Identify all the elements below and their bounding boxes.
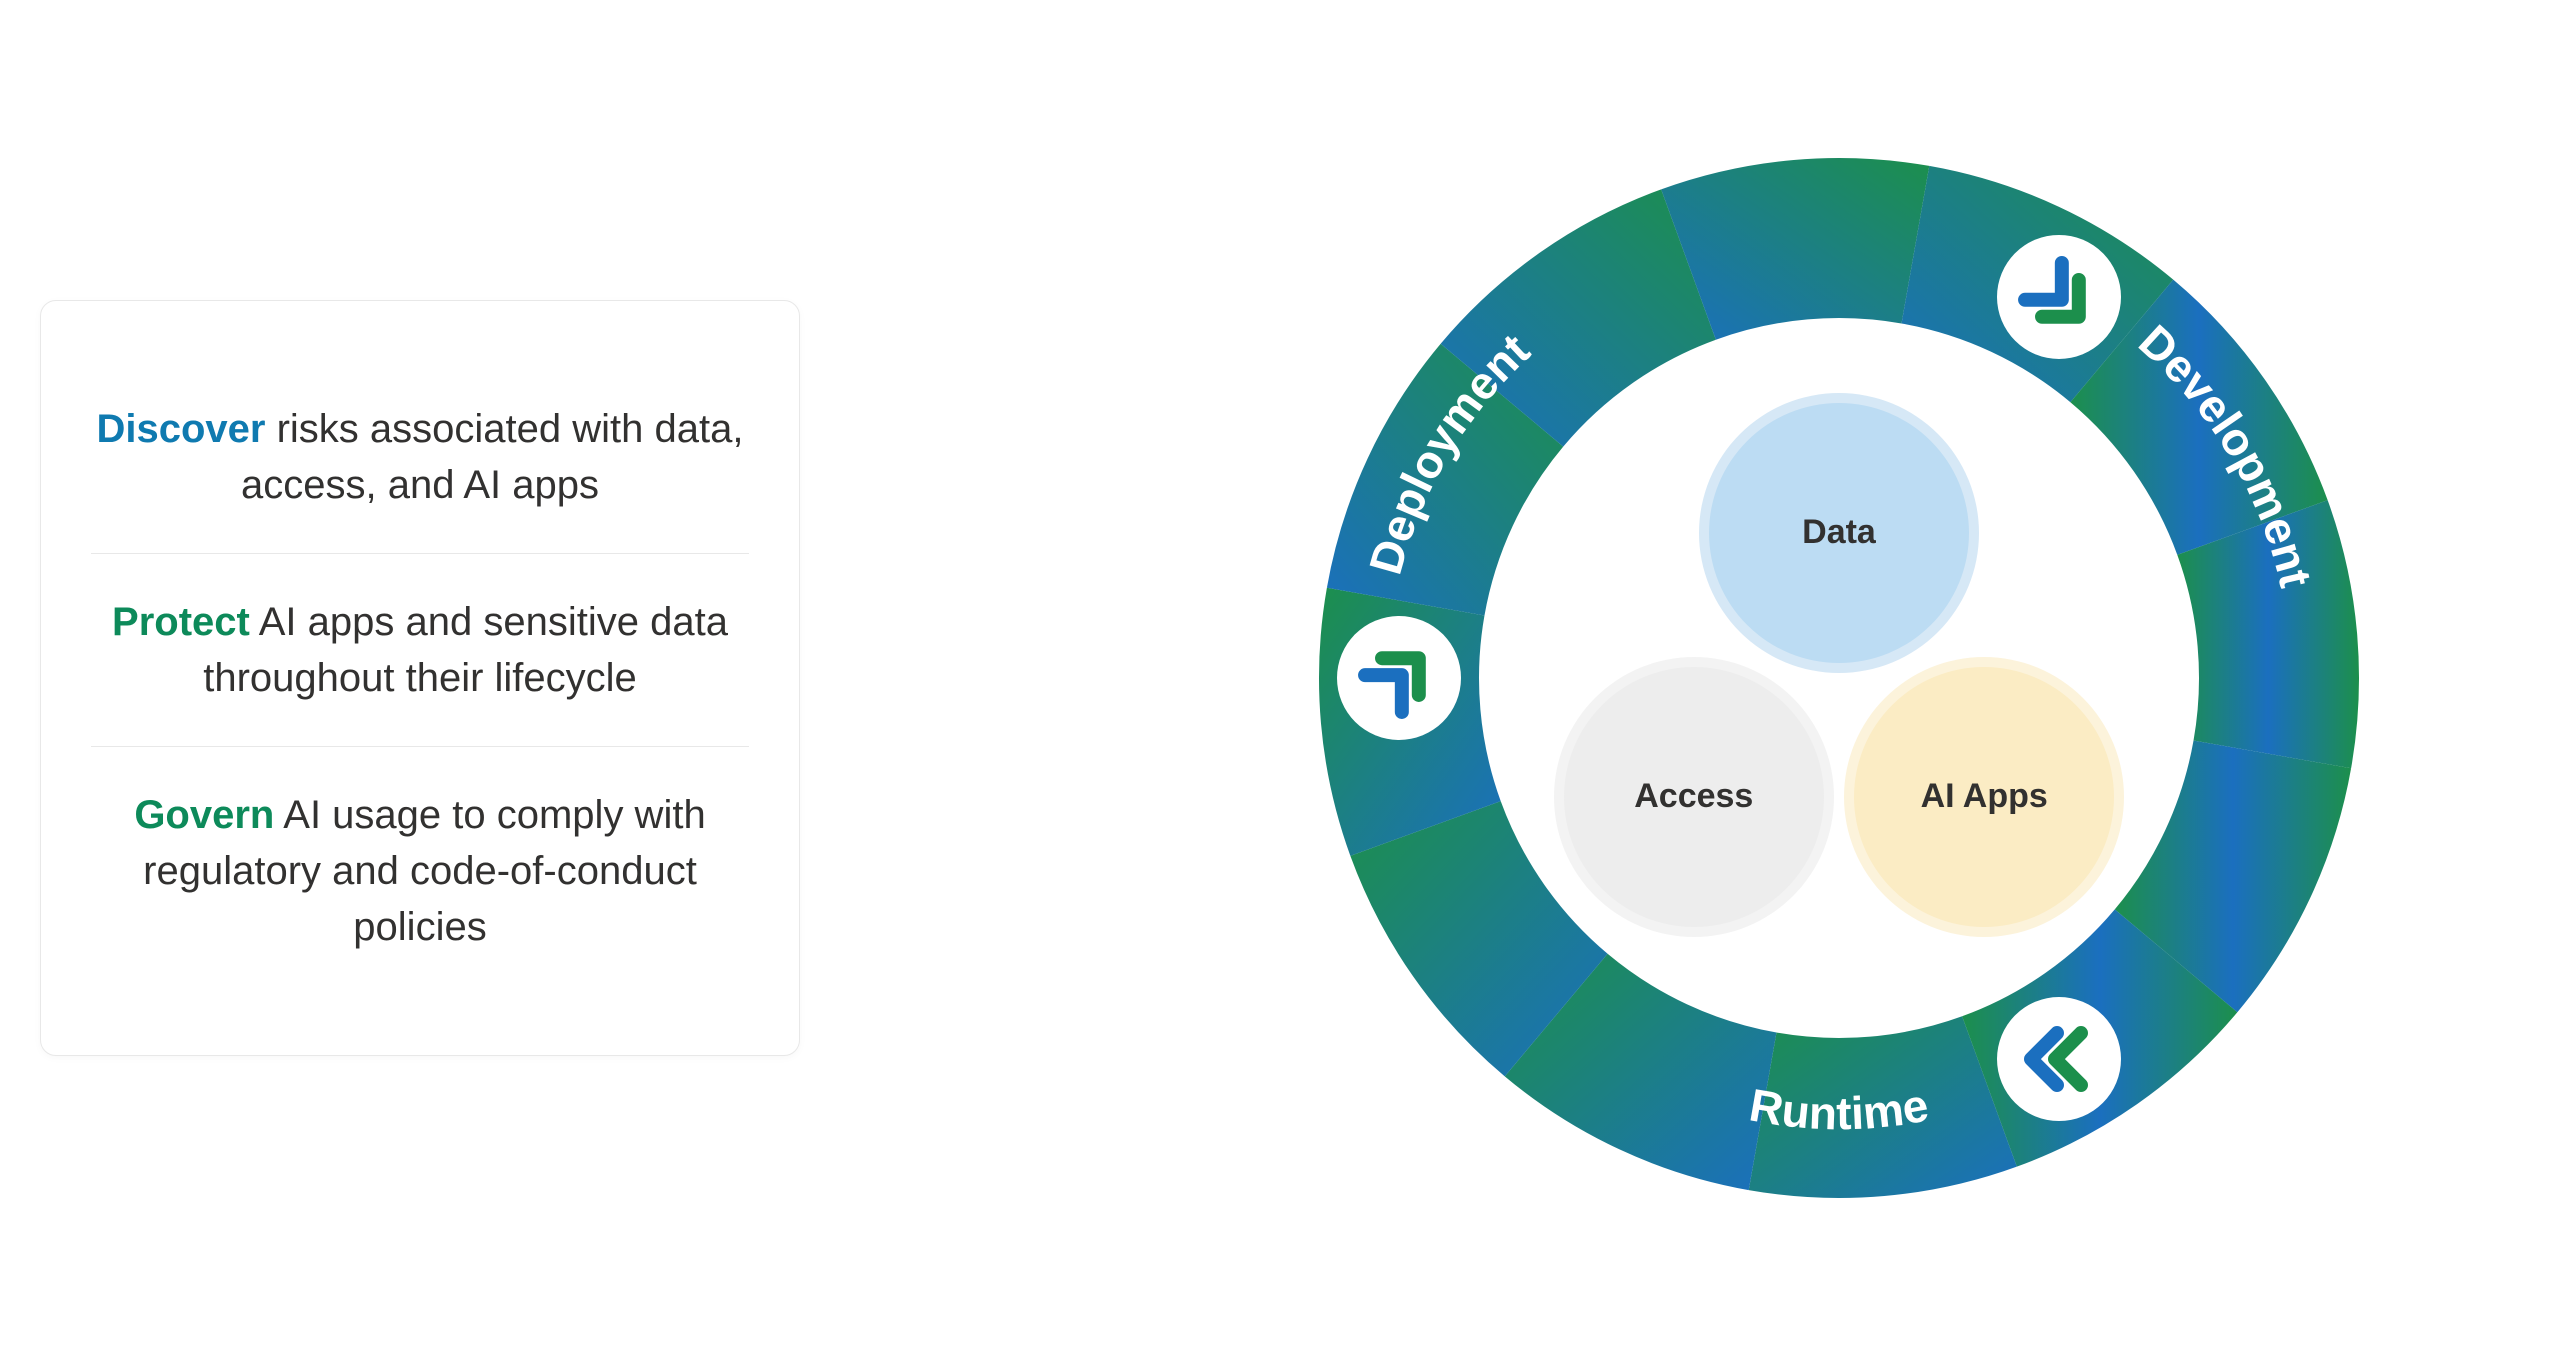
chevron-badge-2	[1997, 235, 2121, 359]
keyword-govern: Govern	[134, 793, 274, 837]
text-protect-rest: AI apps and sensitive data throughout th…	[203, 600, 728, 700]
keyword-discover: Discover	[97, 407, 266, 451]
text-panel: Discover risks associated with data, acc…	[40, 300, 800, 1056]
inner-circle-ai-apps: AI Apps	[1854, 667, 2114, 927]
keyword-protect: Protect	[112, 600, 250, 644]
lifecycle-diagram: Deployment Development Runtime DataAcces…	[1239, 78, 2439, 1278]
text-item-govern: Govern AI usage to comply with regulator…	[91, 746, 749, 995]
text-item-discover: Discover risks associated with data, acc…	[91, 361, 749, 553]
text-discover-rest: risks associated with data, access, and …	[241, 407, 744, 507]
ring-label-runtime: Runtime	[1746, 1078, 1932, 1139]
inner-circle-access: Access	[1564, 667, 1824, 927]
inner-circles-group: DataAccessAI Apps	[1509, 348, 2169, 1008]
chevron-badge-1	[1997, 997, 2121, 1121]
inner-circle-data: Data	[1709, 403, 1969, 663]
infographic-container: Discover risks associated with data, acc…	[0, 0, 2559, 1356]
chevron-badge-0	[1337, 616, 1461, 740]
text-item-protect: Protect AI apps and sensitive data throu…	[91, 553, 749, 746]
